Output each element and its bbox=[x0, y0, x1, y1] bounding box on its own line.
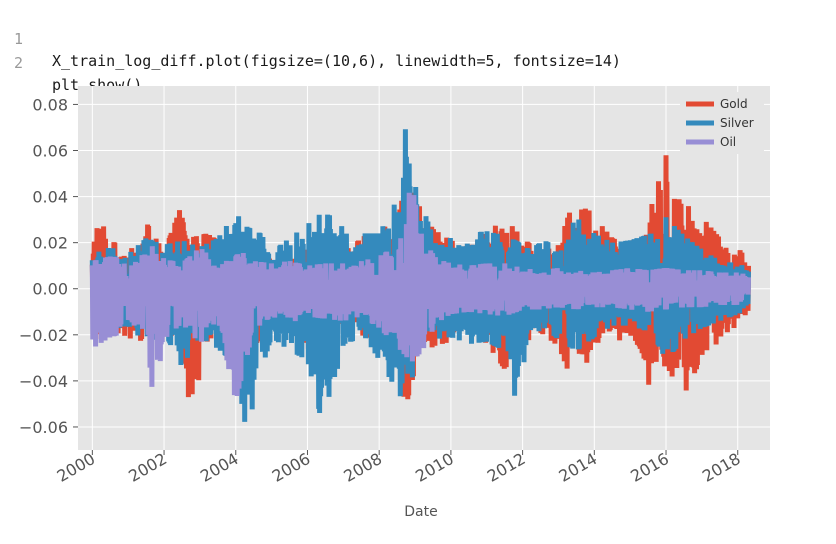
x-tick-label: 2004 bbox=[197, 449, 242, 486]
x-tick-label: 2002 bbox=[125, 449, 170, 486]
series-line-oil bbox=[89, 192, 751, 397]
x-tick-label: 2018 bbox=[699, 449, 744, 486]
y-tick-label: 0.00 bbox=[32, 280, 68, 299]
code-line-1: 1 X_train_log_diff.plot(figsize=(10,6), … bbox=[0, 6, 621, 70]
x-tick-label: 2010 bbox=[412, 449, 457, 486]
y-tick-label: 0.04 bbox=[32, 188, 68, 207]
chart-figure: 0.08 0.06 0.04 0.02 0.00 −0.02 −0.04 −0.06 2000… bbox=[0, 66, 836, 540]
y-axis: 0.08 0.06 0.04 0.02 0.00 −0.02 −0.04 −0.06 bbox=[19, 95, 78, 437]
x-tick-label: 2000 bbox=[54, 449, 99, 486]
y-tick-label: −0.04 bbox=[19, 372, 68, 391]
y-tick-label: −0.02 bbox=[19, 326, 68, 345]
code-line-2: 2 plt.show() bbox=[0, 30, 142, 94]
y-tick-label: 0.06 bbox=[32, 142, 68, 161]
x-tick-label: 2008 bbox=[340, 449, 385, 486]
x-tick-label: 2016 bbox=[627, 449, 672, 486]
code-cell[interactable]: 1 X_train_log_diff.plot(figsize=(10,6), … bbox=[0, 0, 836, 94]
legend-label: Silver bbox=[720, 116, 754, 130]
x-tick-label: 2012 bbox=[484, 449, 529, 486]
x-axis: 2000 2002 2004 2006 2008 2010 2012 2014 2016 2018 bbox=[54, 449, 744, 486]
line-chart: 0.08 0.06 0.04 0.02 0.00 −0.02 −0.04 −0.06 2000… bbox=[19, 86, 770, 520]
x-axis-label: Date bbox=[404, 504, 437, 520]
line-number: 1 bbox=[14, 30, 24, 48]
legend-label: Gold bbox=[720, 97, 748, 111]
series-layer bbox=[89, 129, 751, 422]
legend: Gold Silver Oil bbox=[680, 92, 764, 154]
y-tick-label: −0.06 bbox=[19, 418, 68, 437]
code-text: X_train_log_diff.plot(figsize=(10,6), li… bbox=[52, 52, 621, 70]
x-tick-label: 2006 bbox=[269, 449, 314, 486]
line-number: 2 bbox=[14, 54, 24, 72]
y-tick-label: 0.08 bbox=[32, 95, 68, 114]
y-tick-label: 0.02 bbox=[32, 234, 68, 253]
x-tick-label: 2014 bbox=[556, 449, 601, 486]
legend-label: Oil bbox=[720, 135, 736, 149]
